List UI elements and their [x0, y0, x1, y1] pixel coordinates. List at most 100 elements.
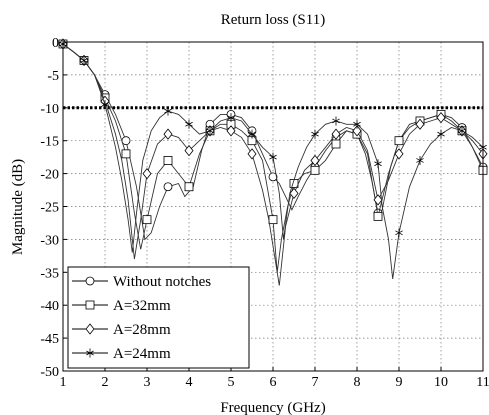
- data-point-asterisk: [332, 116, 340, 126]
- data-point-square: [163, 156, 173, 165]
- data-point-square: [310, 165, 320, 175]
- x-axis-label: Frequency (GHz): [220, 400, 325, 415]
- data-point-square: [142, 215, 152, 225]
- x-tick-label: 5: [228, 375, 235, 390]
- x-tick-label: 9: [396, 375, 403, 390]
- data-point-diamond: [184, 144, 194, 157]
- data-point-asterisk: [86, 348, 94, 358]
- data-point-asterisk: [458, 126, 466, 136]
- asterisk-stroke: [269, 154, 277, 160]
- data-point-asterisk: [185, 119, 193, 129]
- data-point-diamond: [247, 148, 257, 160]
- data-point-asterisk: [227, 113, 235, 123]
- y-axis-ticks: 0 -5 -10 -15 -20 -25 -30 -35 -40 -45 -50: [40, 36, 67, 380]
- data-point-square: [121, 149, 131, 159]
- asterisk-stroke: [332, 118, 340, 124]
- data-point-diamond: [142, 167, 152, 180]
- grid: [63, 42, 483, 371]
- asterisk-stroke: [311, 131, 319, 137]
- legend-label: A=24mm: [113, 346, 171, 362]
- asterisk-stroke: [101, 102, 109, 107]
- data-point-asterisk: [269, 152, 277, 162]
- data-point-asterisk: [437, 129, 445, 139]
- asterisk-stroke: [458, 128, 466, 134]
- series-line: [62, 43, 484, 286]
- x-tick-label: 2: [102, 375, 109, 390]
- asterisk-stroke: [206, 128, 214, 134]
- data-point-diamond: [394, 148, 404, 160]
- data-point-square: [331, 139, 341, 149]
- y-tick-label: -15: [40, 135, 59, 150]
- asterisk-stroke: [395, 230, 403, 236]
- data-point-asterisk: [416, 155, 424, 165]
- legend-item: Without notches: [72, 274, 211, 290]
- x-tick-label: 3: [144, 375, 151, 390]
- series-1: [58, 39, 488, 241]
- data-point-diamond: [436, 112, 446, 124]
- series-3: [58, 38, 488, 286]
- data-point-diamond: [289, 187, 299, 199]
- data-point-diamond: [373, 194, 383, 206]
- legend-item: A=24mm: [72, 346, 171, 362]
- legend-label: Without notches: [113, 274, 211, 290]
- x-tick-label: 6: [270, 375, 277, 390]
- asterisk-stroke: [185, 121, 193, 127]
- legend-item: A=32mm: [72, 298, 171, 314]
- y-tick-label: -5: [47, 69, 59, 84]
- data-point-asterisk: [353, 119, 361, 129]
- data-point-diamond: [352, 125, 362, 137]
- series-line: [62, 43, 484, 241]
- data-point-square: [184, 182, 194, 192]
- y-tick-label: 0: [52, 36, 59, 51]
- asterisk-stroke: [86, 350, 94, 356]
- asterisk-stroke: [248, 131, 256, 137]
- data-point-asterisk: [395, 228, 403, 238]
- y-tick-label: -25: [40, 201, 59, 216]
- data-point-asterisk: [311, 129, 319, 139]
- data-point-diamond: [226, 125, 236, 137]
- data-point-circle: [121, 136, 131, 146]
- data-point-square: [394, 136, 404, 146]
- y-axis-label: Magnitude (dB): [10, 159, 26, 255]
- y-tick-label: -30: [40, 233, 59, 248]
- x-tick-label: 8: [354, 375, 361, 390]
- y-tick-label: -10: [40, 102, 59, 117]
- data-point-circle: [268, 172, 278, 182]
- asterisk-stroke: [227, 115, 235, 121]
- data-point-asterisk: [164, 106, 172, 116]
- legend-label: A=28mm: [113, 322, 171, 338]
- data-point-diamond: [85, 323, 95, 335]
- asterisk-stroke: [437, 131, 445, 137]
- x-tick-label: 11: [476, 375, 489, 390]
- y-tick-label: -35: [40, 266, 59, 281]
- x-tick-label: 7: [312, 375, 319, 390]
- series-group: [58, 38, 488, 286]
- data-point-diamond: [163, 128, 173, 140]
- x-axis-ticks: 1 2 3 4 5 6 7 8 9 10 11: [60, 367, 489, 390]
- asterisk-stroke: [164, 108, 172, 114]
- data-point-circle: [85, 276, 95, 286]
- legend-box: [67, 266, 250, 369]
- y-tick-label: -50: [40, 365, 59, 380]
- y-tick-label: -20: [40, 168, 59, 183]
- legend-label: A=32mm: [113, 298, 171, 314]
- y-tick-label: -45: [40, 332, 59, 347]
- y-tick-label: -40: [40, 299, 59, 314]
- data-point-diamond: [331, 128, 341, 140]
- x-tick-label: 1: [60, 375, 67, 390]
- data-point-diamond: [415, 118, 425, 130]
- data-point-asterisk: [248, 129, 256, 139]
- x-tick-label: 4: [186, 375, 193, 390]
- data-point-diamond: [310, 154, 320, 167]
- series-line: [62, 43, 484, 279]
- x-tick-label: 10: [434, 375, 448, 390]
- data-point-asterisk: [101, 100, 109, 110]
- chart-title: Return loss (S11): [221, 12, 325, 28]
- data-point-asterisk: [374, 159, 382, 169]
- asterisk-stroke: [416, 158, 424, 163]
- data-point-asterisk: [206, 126, 214, 136]
- asterisk-stroke: [353, 121, 361, 127]
- asterisk-stroke: [374, 161, 382, 167]
- legend-item: A=28mm: [72, 322, 171, 338]
